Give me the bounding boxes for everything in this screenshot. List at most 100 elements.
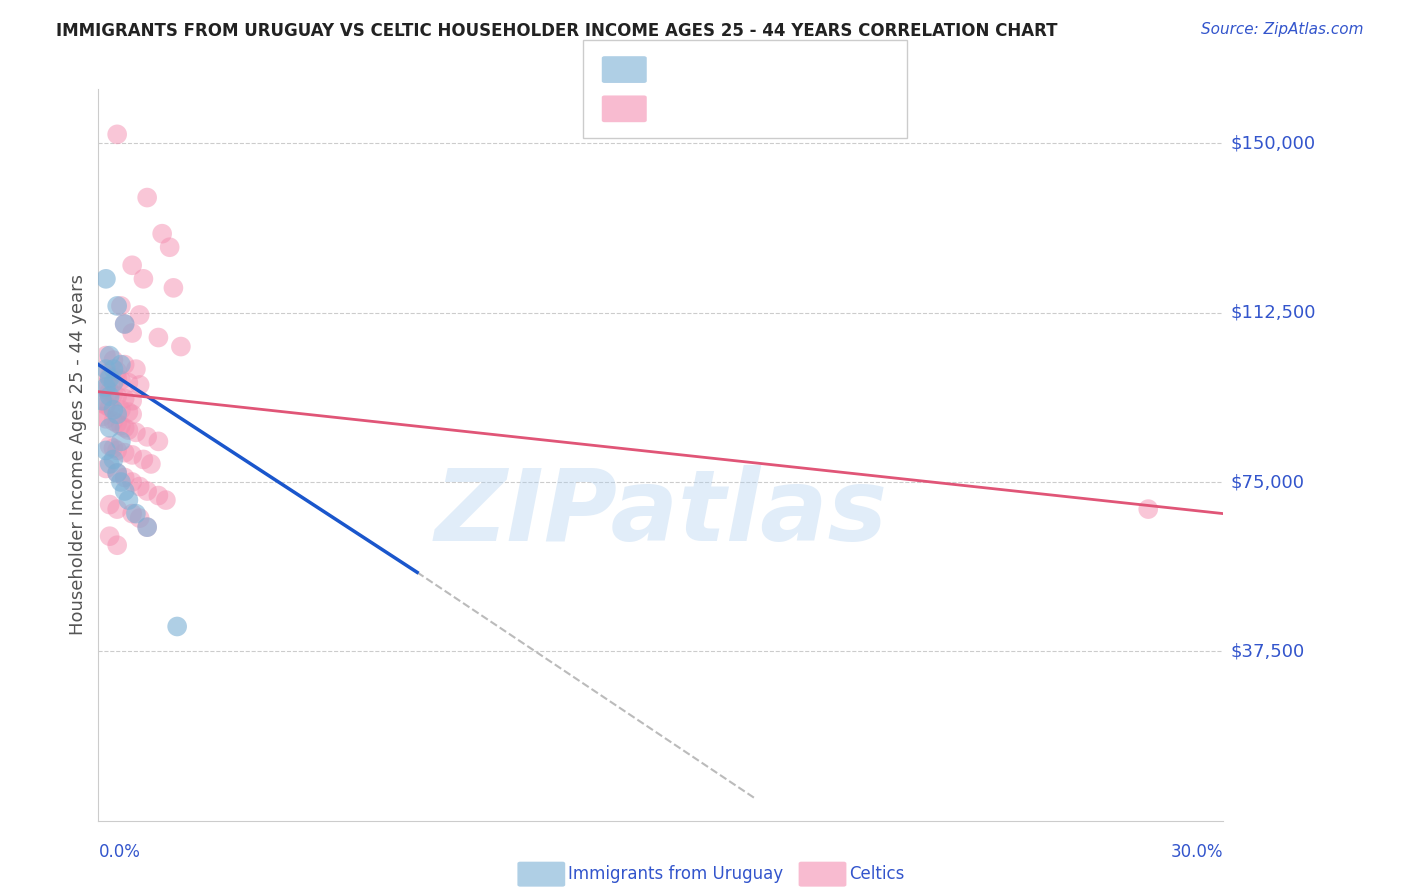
Text: Celtics: Celtics <box>849 865 904 883</box>
Point <box>117 493 139 508</box>
Point <box>94 443 117 458</box>
Point <box>98 384 121 399</box>
Point <box>103 452 125 467</box>
Point <box>148 489 170 503</box>
Point <box>105 128 128 142</box>
Point <box>103 387 125 401</box>
Point <box>110 373 132 387</box>
Point <box>110 358 132 372</box>
Point <box>105 502 128 516</box>
Point <box>94 362 117 376</box>
Point <box>94 349 117 363</box>
Point <box>125 507 148 521</box>
Point <box>136 430 159 444</box>
Point <box>98 389 121 403</box>
Text: $112,500: $112,500 <box>1230 303 1316 322</box>
Point <box>128 511 150 525</box>
Point <box>121 393 143 408</box>
Text: Immigrants from Uruguay: Immigrants from Uruguay <box>568 865 783 883</box>
Point <box>91 396 114 410</box>
Point <box>105 407 128 421</box>
Point <box>148 330 170 344</box>
Point <box>94 272 117 286</box>
Point <box>128 479 150 493</box>
Text: 0.0%: 0.0% <box>98 843 141 861</box>
Point <box>150 227 173 241</box>
Point <box>114 445 136 459</box>
Text: $75,000: $75,000 <box>1230 473 1305 491</box>
Point <box>121 448 143 462</box>
Point <box>91 393 114 408</box>
Point <box>94 412 117 426</box>
Point <box>121 258 143 272</box>
Point <box>159 240 181 254</box>
Y-axis label: Householder Income Ages 25 - 44 years: Householder Income Ages 25 - 44 years <box>69 275 87 635</box>
Point <box>98 498 121 512</box>
Point <box>98 401 121 415</box>
Point <box>170 340 193 354</box>
Point <box>98 421 121 435</box>
Point <box>136 520 159 534</box>
Point <box>94 367 117 381</box>
Point <box>105 364 128 378</box>
Point <box>94 461 117 475</box>
Point <box>136 520 159 534</box>
Point <box>155 493 177 508</box>
Point <box>114 483 136 498</box>
Point <box>105 466 128 480</box>
Point <box>91 409 114 424</box>
Point <box>105 466 128 480</box>
Point <box>105 443 128 458</box>
Point <box>103 376 125 390</box>
Point <box>117 405 139 419</box>
Text: IMMIGRANTS FROM URUGUAY VS CELTIC HOUSEHOLDER INCOME AGES 25 - 44 YEARS CORRELAT: IMMIGRANTS FROM URUGUAY VS CELTIC HOUSEH… <box>56 22 1057 40</box>
Point <box>132 272 155 286</box>
Point <box>114 470 136 484</box>
Point <box>110 418 132 433</box>
Point <box>121 326 143 340</box>
Point <box>94 383 117 397</box>
Point <box>98 368 121 383</box>
Point <box>103 414 125 428</box>
Point <box>128 308 150 322</box>
Point <box>103 353 125 368</box>
Point <box>121 407 143 421</box>
Point <box>114 421 136 435</box>
Point <box>136 483 159 498</box>
Point <box>136 190 159 204</box>
Text: Source: ZipAtlas.com: Source: ZipAtlas.com <box>1201 22 1364 37</box>
Text: $37,500: $37,500 <box>1230 642 1305 660</box>
Text: $150,000: $150,000 <box>1230 135 1316 153</box>
Point <box>98 529 121 543</box>
Point <box>105 538 128 552</box>
Point <box>121 475 143 489</box>
Point <box>103 441 125 455</box>
Point <box>148 434 170 449</box>
Point <box>98 371 121 385</box>
Point <box>94 398 117 412</box>
Point <box>110 475 132 489</box>
Point <box>1137 502 1160 516</box>
Point <box>114 392 136 406</box>
Point <box>103 402 125 417</box>
Point <box>128 378 150 392</box>
Point <box>114 317 136 331</box>
Point <box>103 362 125 376</box>
Point <box>166 619 188 633</box>
Point <box>125 362 148 376</box>
Point <box>114 358 136 372</box>
Point <box>117 376 139 390</box>
Point <box>132 452 155 467</box>
Text: 30.0%: 30.0% <box>1171 843 1223 861</box>
Point <box>91 380 114 394</box>
Point <box>94 380 117 394</box>
Text: ZIPatlas: ZIPatlas <box>434 465 887 562</box>
Text: R = -0.133   N = 69: R = -0.133 N = 69 <box>652 100 815 118</box>
Point <box>105 417 128 431</box>
Point <box>105 389 128 403</box>
Point <box>121 507 143 521</box>
Point <box>98 439 121 453</box>
Point <box>105 371 128 385</box>
Point <box>110 299 132 313</box>
Point <box>117 423 139 437</box>
